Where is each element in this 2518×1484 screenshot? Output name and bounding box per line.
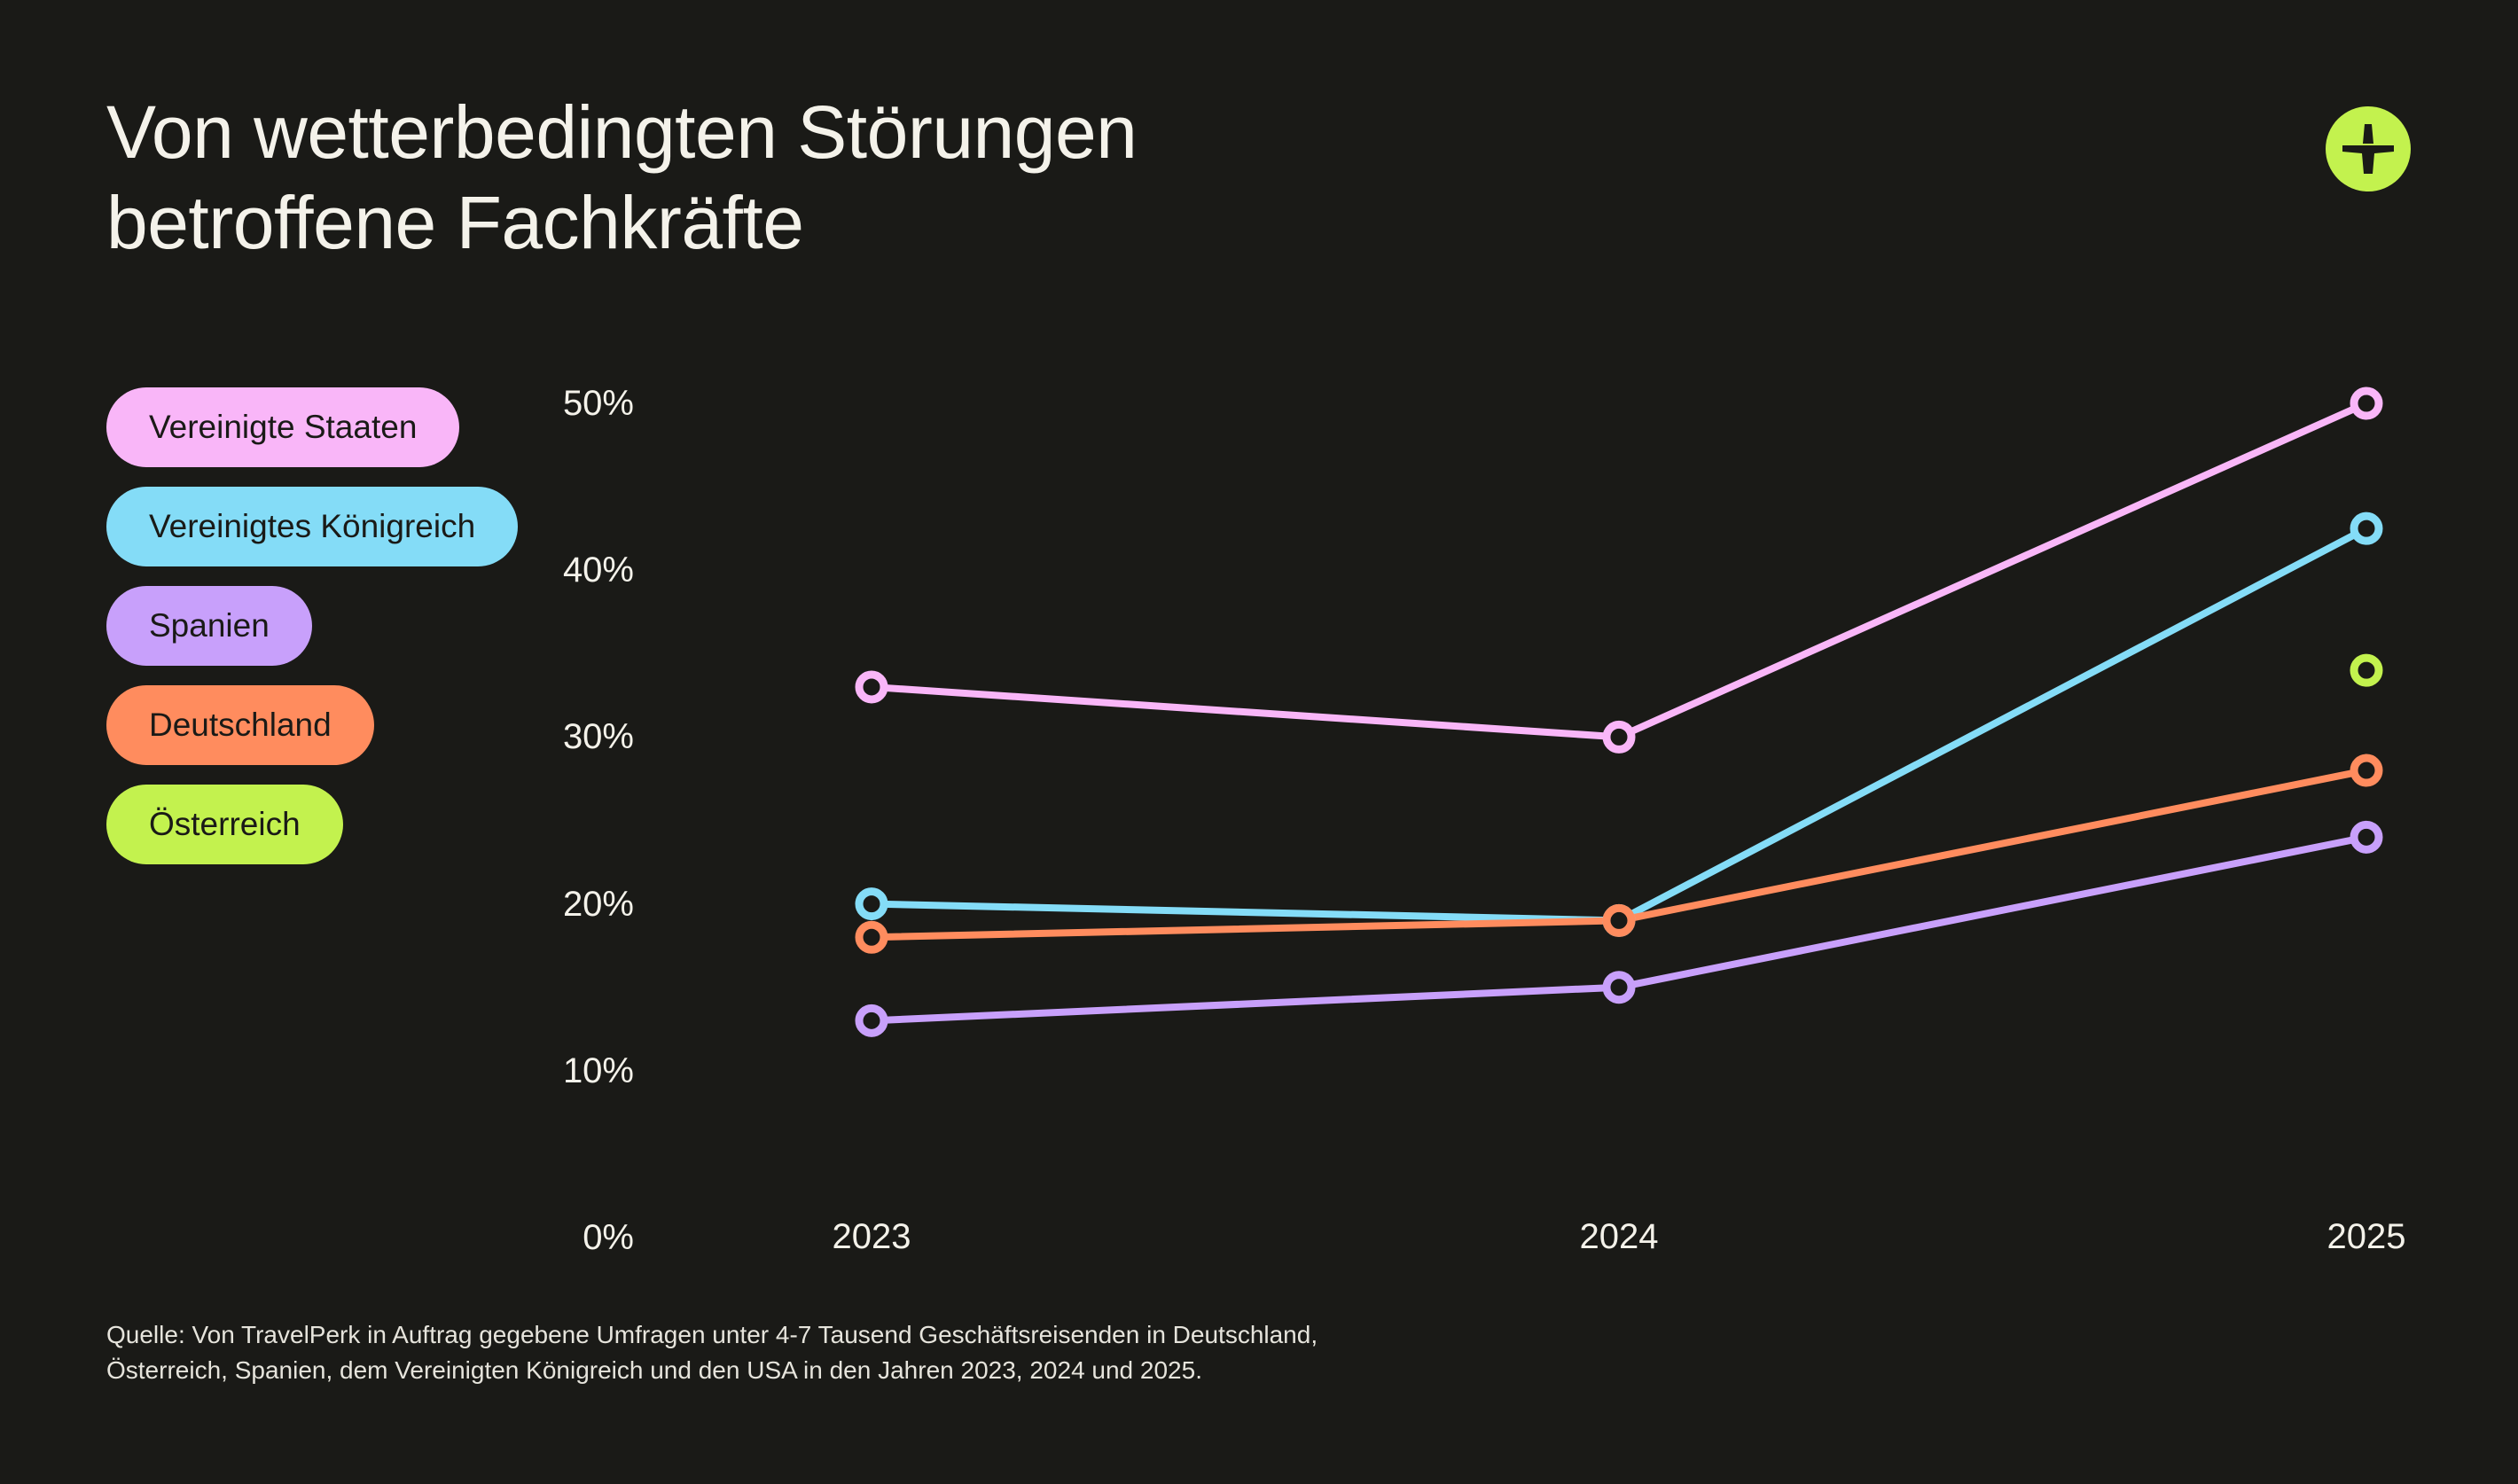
data-point	[1602, 971, 1636, 1004]
data-point	[855, 1004, 888, 1037]
legend-item-oesterreich: Österreich	[106, 785, 343, 864]
data-point	[2350, 387, 2383, 420]
y-tick-label: 0%	[583, 1218, 634, 1257]
data-point	[2350, 512, 2383, 545]
legend-item-vereinigte-staaten: Vereinigte Staaten	[106, 387, 460, 467]
legend: Vereinigte Staaten Vereinigtes Königreic…	[106, 387, 519, 884]
data-point	[2350, 820, 2383, 854]
legend-item-vereinigtes-koenigreich: Vereinigtes Königreich	[106, 487, 519, 566]
data-point	[855, 670, 888, 704]
legend-item-deutschland: Deutschland	[106, 685, 374, 765]
plus-glyph-icon	[2342, 124, 2394, 174]
series-line-segment	[868, 983, 1623, 1025]
series-line-segment	[1615, 767, 2370, 925]
source-note: Quelle: Von TravelPerk in Auftrag gegebe…	[106, 1317, 1614, 1388]
x-tick-label: 2025	[2326, 1217, 2406, 1256]
y-tick-label: 50%	[562, 384, 634, 423]
y-tick-label: 30%	[562, 717, 634, 757]
chart-title-line-2: betroffene Fachkräfte	[106, 181, 804, 264]
x-tick-label: 2024	[1579, 1217, 1659, 1256]
series-line-segment	[1615, 400, 2370, 741]
data-point	[1602, 720, 1636, 754]
x-tick-label: 2023	[832, 1217, 911, 1256]
series-line-segment	[1615, 833, 2370, 991]
data-point	[1602, 903, 1636, 937]
series-line-segment	[1615, 525, 2370, 925]
y-tick-label: 20%	[562, 884, 634, 924]
series-line-segment	[868, 683, 1623, 741]
data-point	[855, 920, 888, 954]
data-point	[855, 887, 888, 921]
chart-title: Von wetterbedingten Störungen betroffene…	[106, 87, 1525, 268]
data-point	[2350, 653, 2383, 687]
data-point	[2350, 754, 2383, 787]
series-line-segment	[868, 917, 1623, 941]
y-tick-label: 10%	[562, 1051, 634, 1090]
series-line-segment	[868, 900, 1623, 925]
chart-title-line-1: Von wetterbedingten Störungen	[106, 90, 1138, 174]
y-tick-label: 40%	[562, 551, 634, 590]
travelperk-plus-icon	[2326, 106, 2411, 191]
legend-item-spanien: Spanien	[106, 586, 312, 666]
source-line-1: Quelle: Von TravelPerk in Auftrag gegebe…	[106, 1321, 1318, 1348]
source-line-2: Österreich, Spanien, dem Vereinigten Kön…	[106, 1356, 1202, 1384]
